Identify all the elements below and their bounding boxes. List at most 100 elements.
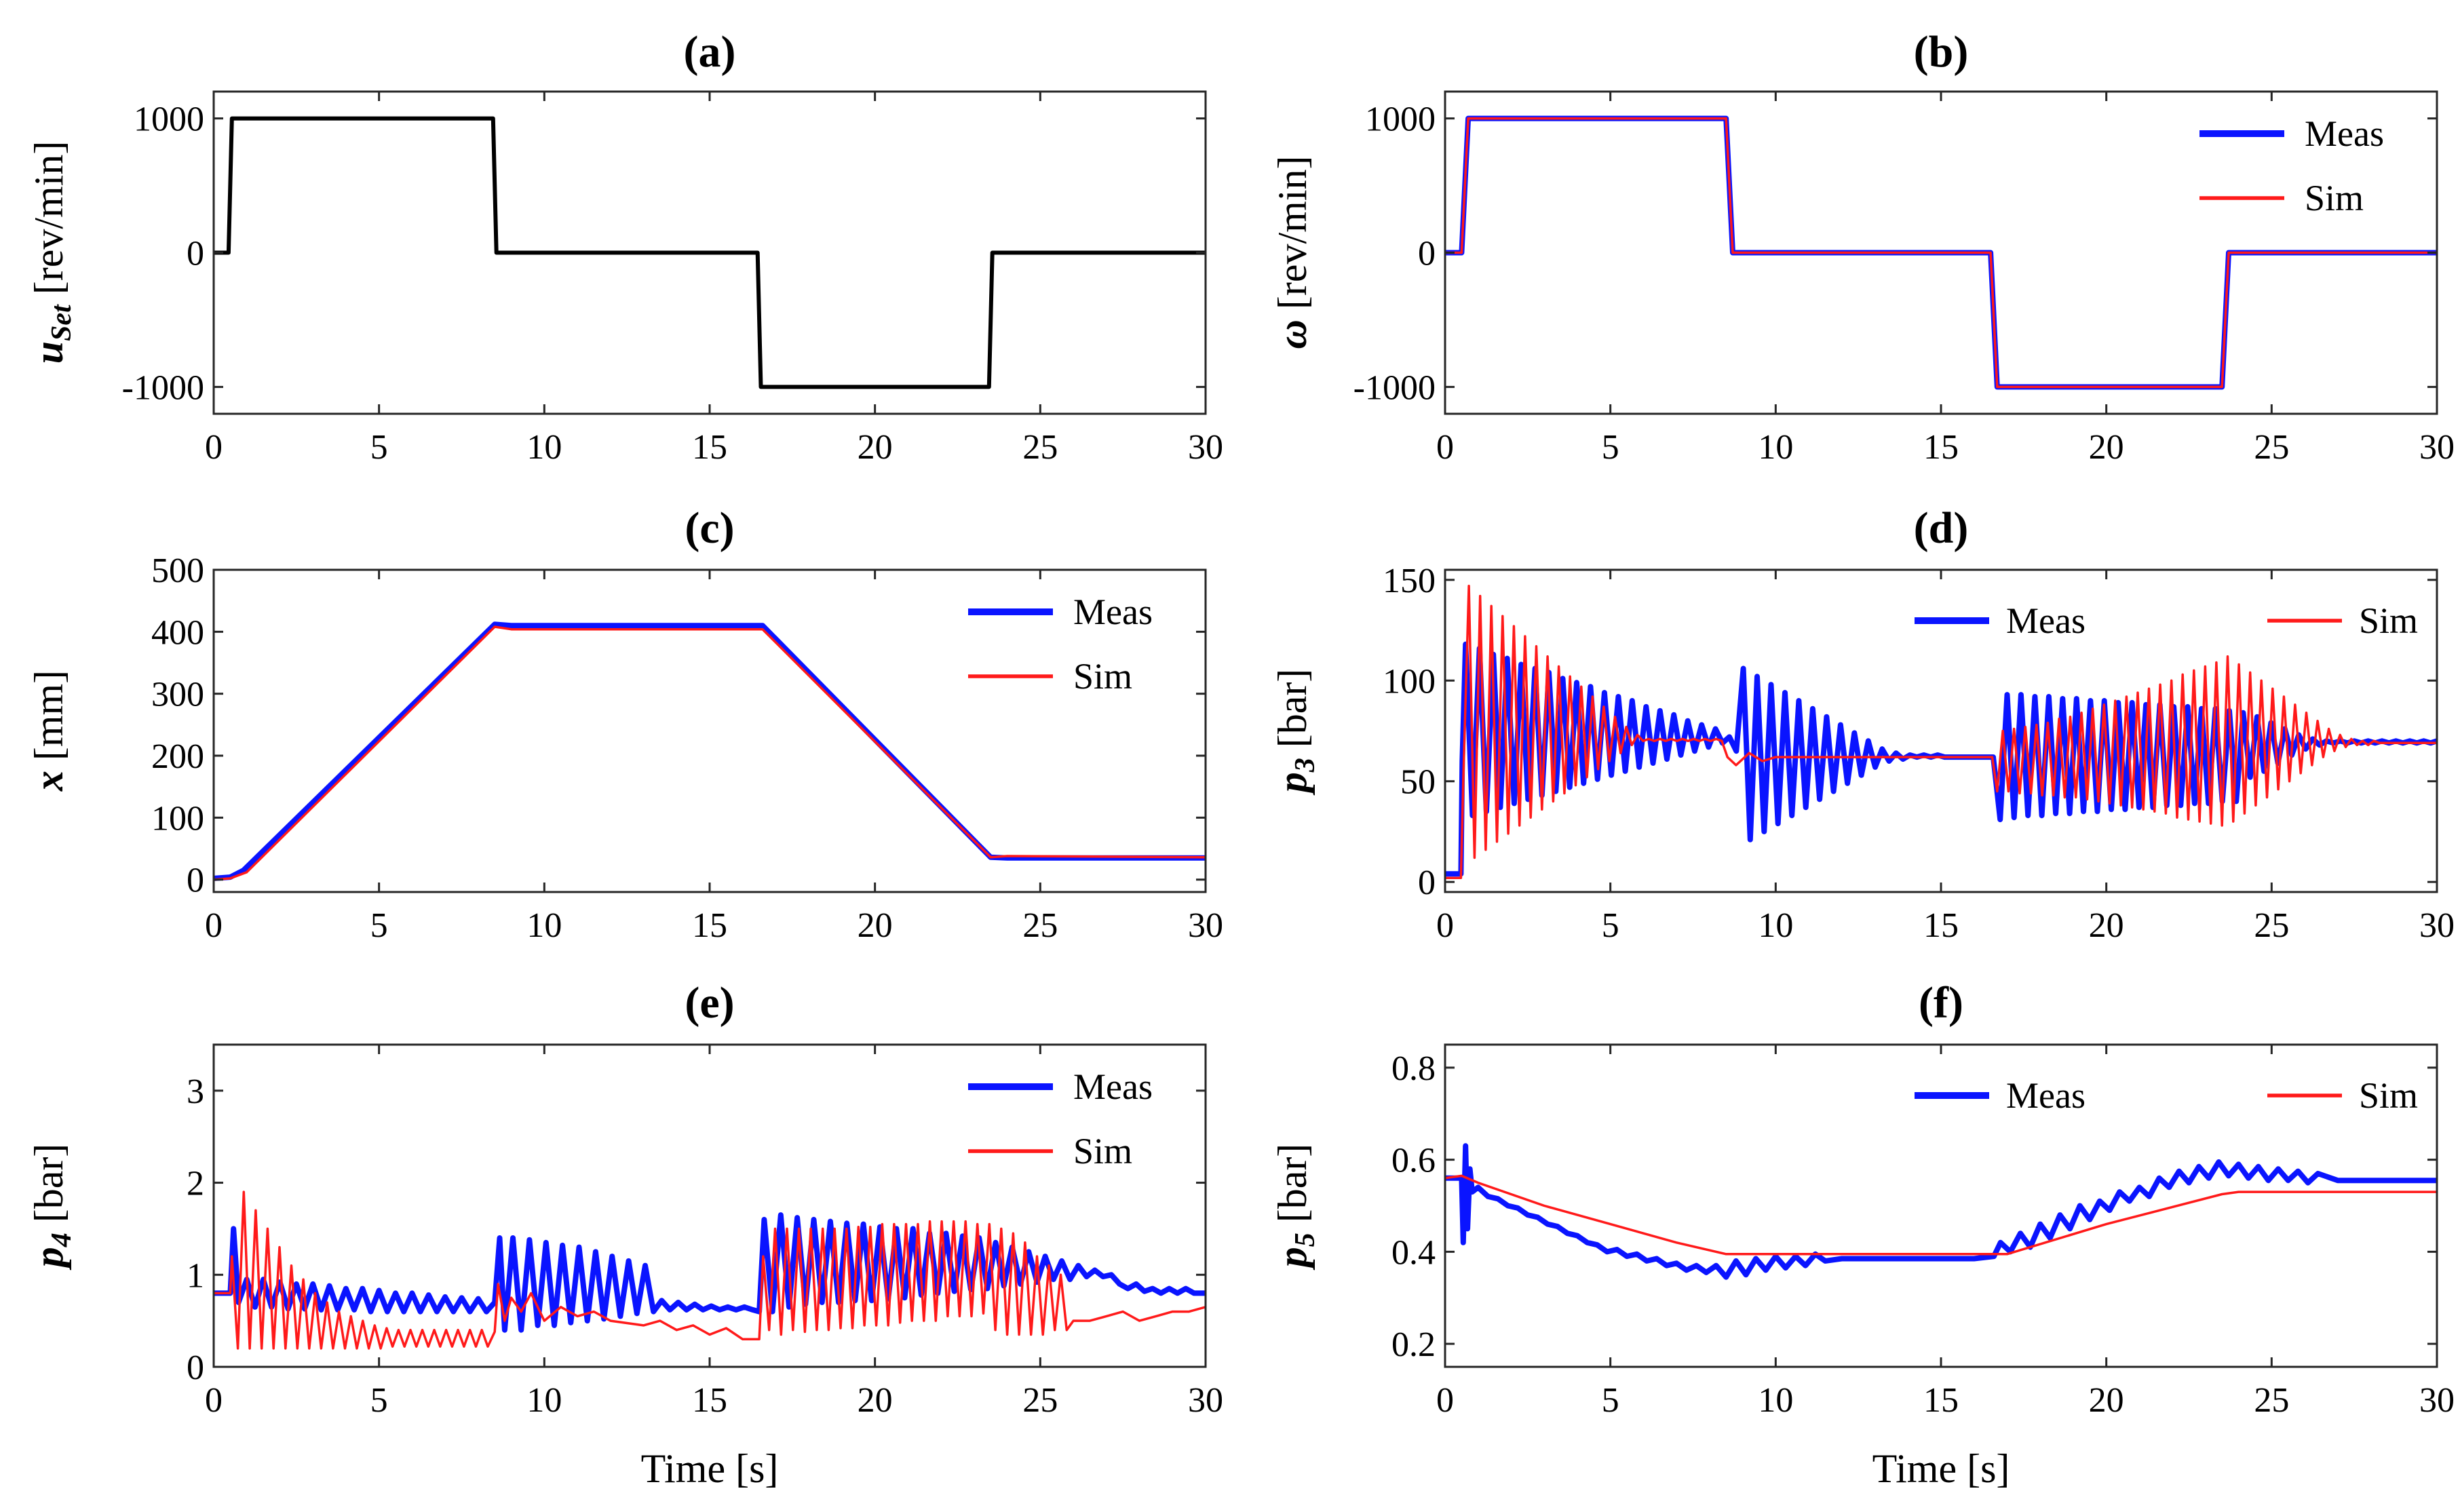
x-tick-label: 20 [858,906,893,945]
x-tick-label: 10 [1758,906,1793,945]
x-tick-label: 10 [1758,428,1793,467]
x-tick-label: 20 [858,1381,893,1420]
x-tick-label: 25 [1022,906,1058,945]
legend-label-meas: Meas [2006,600,2086,641]
x-tick-label: 0 [205,428,223,467]
y-axis-label: p5 [bar] [1270,1144,1321,1271]
series-group [214,621,1206,881]
series-group [1445,1143,2437,1280]
y-tick-label: 0.2 [1391,1325,1436,1364]
x-tick-label: 30 [1188,1381,1223,1420]
x-tick-label: 10 [526,1381,562,1420]
y-tick-label: 400 [151,613,204,652]
x-tick-label: 5 [1602,428,1619,467]
x-tick-label: 30 [1188,428,1223,467]
x-tick-label: 20 [858,428,893,467]
y-tick-label: 100 [1383,662,1436,701]
legend-label-meas: Meas [2305,113,2384,154]
x-tick-label: 25 [2254,906,2289,945]
panel-d: (d) p3 [bar] 0 5 10 15 20 25 30 0 50 100 150 Meas Si… [1270,503,2455,945]
x-tick-label: 25 [1022,1381,1058,1420]
x-tick-label: 15 [1923,1381,1959,1420]
plot-area: 0 5 10 15 20 25 30 0 1 2 3 Meas Sim [187,1043,1223,1420]
series-group [214,116,1206,389]
x-tick-label: 0 [205,906,223,945]
x-tick-label: 10 [526,428,562,467]
series-line-sim [1445,117,2437,389]
x-tick-label: 20 [2089,1381,2124,1420]
x-tick-label: 20 [2089,906,2124,945]
y-tick-label: 100 [151,799,204,838]
x-tick-label: 15 [1923,428,1959,467]
panel-title: (a) [684,27,736,77]
y-tick-label: 1000 [1365,100,1436,139]
x-tick-label: 15 [1923,906,1959,945]
y-tick-label: 0.4 [1391,1233,1436,1272]
y-tick-label: 0 [1418,235,1436,273]
series-line-meas [214,621,1206,881]
legend-label-meas: Meas [1073,1066,1153,1107]
x-tick-label: 5 [370,428,388,467]
y-axis-label: p4 [bar] [26,1144,77,1271]
series-group [214,1190,1206,1350]
legend-label-meas: Meas [1073,592,1153,632]
y-tick-label: 200 [151,737,204,776]
x-tick-label: 30 [1188,906,1223,945]
series-line-meas [1445,1143,2437,1280]
plot-area: 0 5 10 15 20 25 30 0 50 100 150 Meas Sim [1383,562,2455,945]
y-tick-label: 0.6 [1391,1142,1436,1180]
x-tick-label: 0 [1436,906,1454,945]
panel-title: (f) [1919,978,1963,1028]
legend-label-sim: Sim [2305,178,2364,218]
x-axis-label: Time [s] [641,1446,779,1491]
x-tick-label: 5 [370,906,388,945]
panel-e: (e) p4 [bar] 0 5 10 15 20 25 30 0 1 2 3 Meas Sim Tim… [26,978,1223,1491]
panel-a: (a) uSet [rev/min] 0 5 10 15 20 25 30-10000100… [26,27,1223,467]
y-tick-label: 1 [187,1256,204,1295]
x-tick-label: 30 [2419,1381,2455,1420]
x-tick-label: 15 [692,428,727,467]
x-tick-label: 25 [2254,1381,2289,1420]
series-group [1445,585,2437,879]
legend: Meas Sim [968,592,1153,697]
x-tick-label: 15 [692,906,727,945]
panel-f: (f) p5 [bar] 0 5 10 15 20 25 30 0.2 0.4 0.6 0.8 Mea… [1270,978,2455,1491]
legend: Meas Sim [1915,1075,2418,1116]
legend-label-sim: Sim [1073,656,1132,697]
panel-title: (b) [1914,27,1969,77]
panel-c: (c) x [mm] 0 5 10 15 20 25 300100200300400500M… [26,503,1223,945]
x-tick-label: 20 [2089,428,2124,467]
series-line-sim [1445,585,2437,879]
series-line-sim [214,1190,1206,1350]
x-tick-label: 30 [2419,428,2455,467]
x-tick-label: 0 [205,1381,223,1420]
y-tick-label: 2 [187,1165,204,1203]
panel-title: (d) [1914,503,1969,553]
y-axis-label: ω [rev/min] [1270,156,1315,349]
x-tick-label: 25 [2254,428,2289,467]
panel-title: (c) [685,503,734,553]
y-tick-label: 3 [187,1072,204,1111]
legend: Meas Sim [1915,600,2418,641]
x-tick-label: 10 [1758,1381,1793,1420]
y-axis-label: p3 [bar] [1270,669,1321,796]
y-tick-label: 0 [1418,864,1436,902]
y-tick-label: 500 [151,551,204,590]
x-tick-label: 5 [370,1381,388,1420]
y-tick-label: 0 [187,235,204,273]
x-tick-label: 5 [1602,1381,1619,1420]
y-tick-label: 150 [1383,562,1436,600]
legend-label-sim: Sim [2359,600,2418,641]
legend-label-sim: Sim [2359,1075,2418,1116]
legend-label-meas: Meas [2006,1075,2086,1116]
panel-title: (e) [685,978,734,1028]
series-group [1445,115,2437,390]
y-tick-label: 50 [1400,763,1436,802]
x-tick-label: 0 [1436,1381,1454,1420]
series-line-sim [1445,1174,2437,1256]
